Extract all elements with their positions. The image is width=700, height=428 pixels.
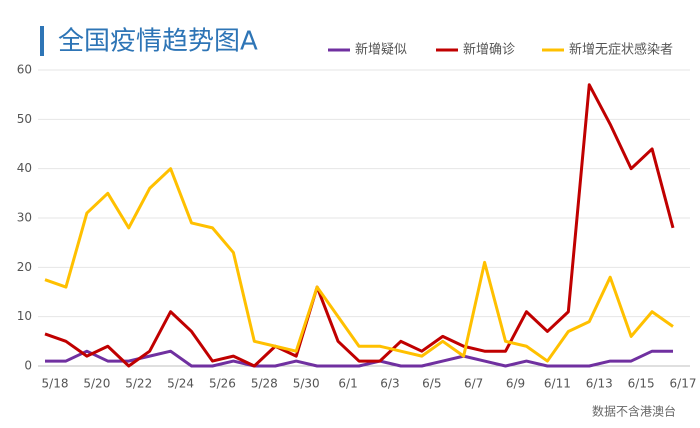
y-tick-label: 10 bbox=[17, 309, 32, 323]
series-line bbox=[44, 83, 675, 368]
series-line bbox=[44, 167, 674, 363]
title-bar bbox=[40, 26, 44, 56]
legend-label: 新增确诊 bbox=[463, 42, 515, 58]
x-tick-label: 6/9 bbox=[506, 377, 525, 391]
chart-title: 全国疫情趋势图A bbox=[58, 27, 258, 57]
x-tick-label: 5/20 bbox=[83, 377, 110, 391]
y-tick-label: 40 bbox=[17, 161, 32, 175]
y-tick-label: 0 bbox=[24, 359, 32, 373]
x-tick-label: 6/7 bbox=[464, 377, 483, 391]
x-tick-label: 6/17 bbox=[670, 377, 697, 391]
x-tick-label: 6/11 bbox=[544, 377, 571, 391]
x-tick-label: 5/30 bbox=[293, 377, 320, 391]
y-tick-label: 50 bbox=[17, 112, 32, 126]
y-tick-label: 20 bbox=[17, 260, 32, 274]
x-tick-label: 5/26 bbox=[209, 377, 236, 391]
x-tick-label: 5/18 bbox=[42, 377, 69, 391]
x-tick-label: 6/5 bbox=[422, 377, 441, 391]
series-line bbox=[45, 349, 673, 368]
x-tick-label: 6/15 bbox=[628, 377, 655, 391]
x-tick-label: 6/3 bbox=[380, 377, 399, 391]
x-tick-label: 5/24 bbox=[167, 377, 194, 391]
y-tick-label: 60 bbox=[17, 63, 32, 77]
x-tick-label: 6/1 bbox=[338, 377, 357, 391]
y-tick-label: 30 bbox=[17, 211, 32, 225]
legend-label: 新增疑似 bbox=[355, 42, 407, 58]
note: 数据不含港澳台 bbox=[592, 404, 676, 419]
legend-label: 新增无症状感染者 bbox=[569, 42, 673, 58]
x-tick-label: 5/28 bbox=[251, 377, 278, 391]
x-tick-label: 6/13 bbox=[586, 377, 613, 391]
x-tick-label: 5/22 bbox=[125, 377, 152, 391]
